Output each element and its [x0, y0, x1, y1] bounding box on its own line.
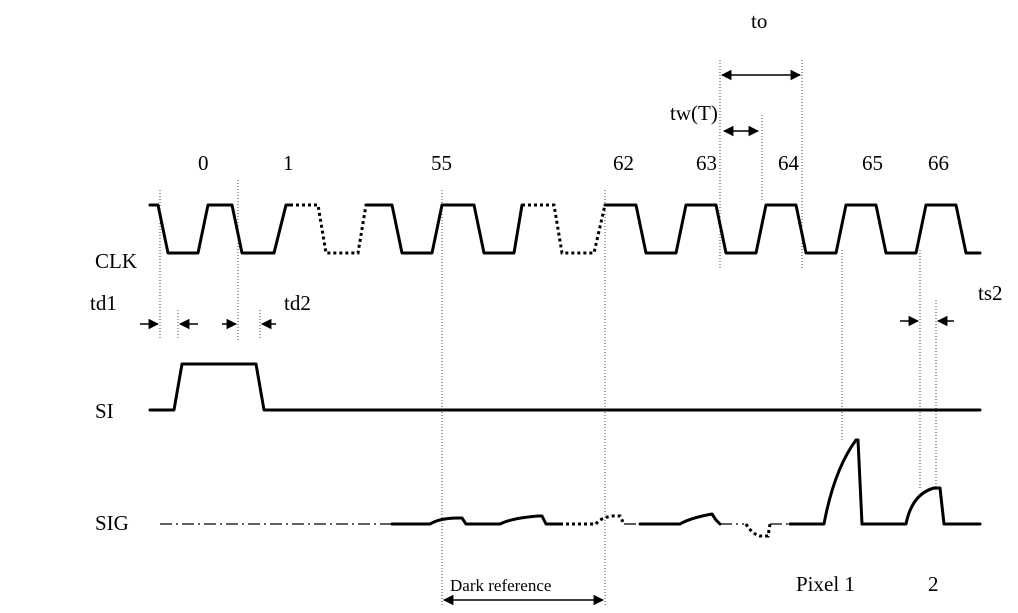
clk-number-55: 55	[431, 151, 452, 175]
clk-number-62: 62	[613, 151, 634, 175]
to-label: to	[751, 9, 767, 33]
tw-label: tw(T)	[670, 101, 718, 125]
clk-number-0: 0	[198, 151, 209, 175]
td1-label: td1	[90, 291, 117, 315]
clk-label: CLK	[95, 249, 137, 273]
si-label: SI	[95, 399, 114, 423]
clk-number-65: 65	[862, 151, 883, 175]
td2-label: td2	[284, 291, 311, 315]
sig-waveform	[160, 438, 982, 538]
si-waveform	[148, 362, 982, 412]
sig-label: SIG	[95, 511, 129, 535]
clk-number-66: 66	[928, 151, 949, 175]
clk-waveform	[148, 203, 982, 255]
timing-arrows	[140, 69, 954, 606]
clk-number-1: 1	[283, 151, 294, 175]
pixel-2-label: 2	[928, 572, 939, 596]
clk-number-63: 63	[696, 151, 717, 175]
ts2-label: ts2	[978, 281, 1003, 305]
dark-reference-label: Dark reference	[450, 576, 551, 595]
pixel-1-label: Pixel 1	[796, 572, 855, 596]
clk-number-64: 64	[778, 151, 800, 175]
clock-numbers: 0 1 55 62 63 64 65 66	[198, 151, 949, 175]
